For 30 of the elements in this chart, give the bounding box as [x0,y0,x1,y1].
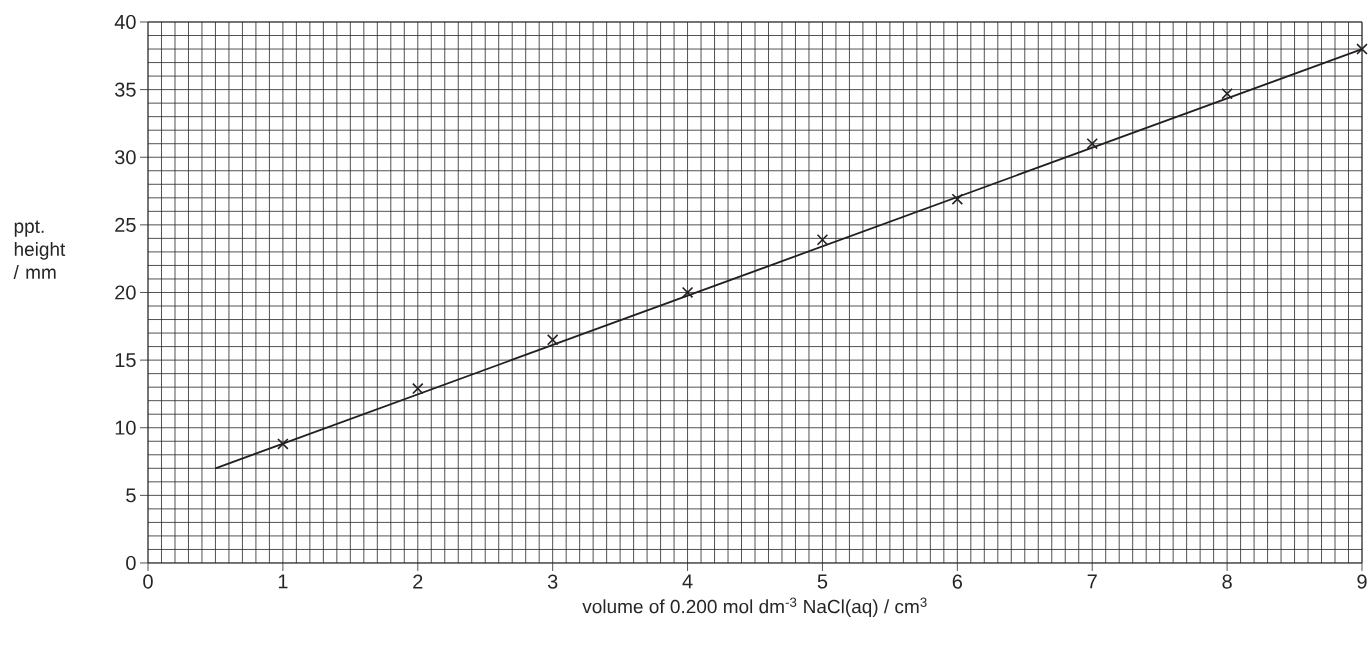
x-tick-label: 2 [413,574,423,589]
point [681,286,694,299]
y-tick-label: 35 [115,82,136,97]
point [412,382,424,395]
point [1221,87,1233,100]
point [816,233,829,246]
x-tick-label: 5 [817,574,828,589]
y-tick-label: 40 [114,14,136,30]
y-tick-label: 20 [115,285,136,300]
x-axis-title: volume of 0.200 mol dm$^{-3}$ NaCl(aq) / cm$^{3}$ [582,597,927,618]
y-tick-label: 0 [126,555,136,571]
y-axis-title: ppt. height / mm [13,220,66,279]
y-tick-label: 10 [115,420,136,435]
y-tick-label: 15 [115,353,136,368]
point [1086,137,1098,150]
point [277,438,289,450]
point [546,334,559,346]
x-tick-label: 0 [143,574,153,589]
y-tick-label: 5 [126,488,136,503]
y-tick-label: 30 [115,150,136,165]
x-tick-label: 6 [952,574,963,589]
y-tick-label: 25 [115,217,136,232]
x-tick-label: 7 [1087,574,1097,589]
x-tick-label: 4 [682,574,693,589]
x-tick-label: 3 [547,574,558,589]
x-tick-label: 8 [1222,574,1232,589]
point [1356,43,1368,55]
x-tick-label: 1 [278,574,288,589]
point [951,193,964,205]
x-tick-label: 9 [1357,574,1367,589]
